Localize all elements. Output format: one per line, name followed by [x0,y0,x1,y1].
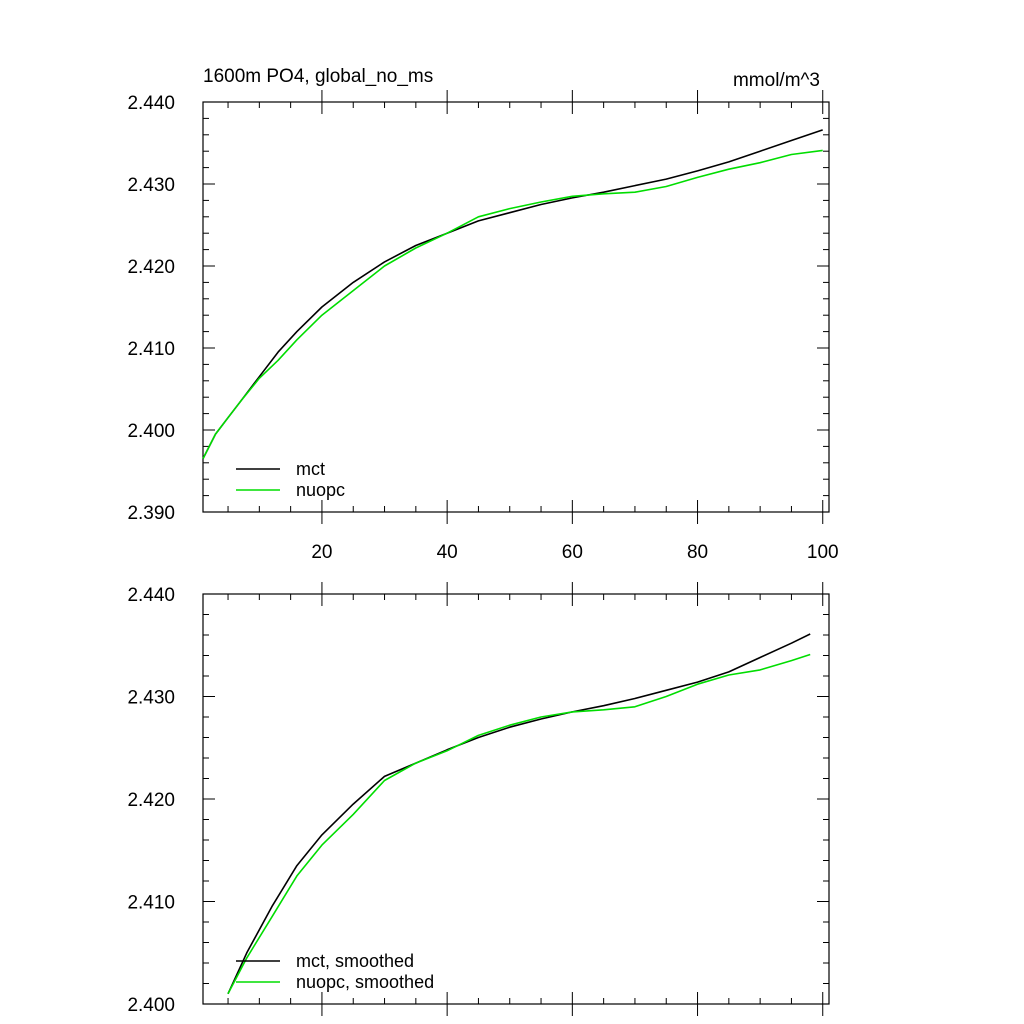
y-tick-label: 2.440 [127,585,175,606]
series-line-mct [202,129,823,460]
top-ticks: 2.390 2.400 2.410 2.420 2.430 2.440 20 40 60 80 10… [127,90,839,563]
x-tick-label: 20 [311,542,332,563]
y-tick-label: 2.420 [127,257,175,278]
series-line-mct [227,633,811,995]
series-line-nuopc [227,653,811,995]
legend-label: mct, smoothed [296,951,414,971]
top-series [202,129,823,460]
x-tick-label: 60 [562,542,583,563]
bottom-panel: 2.400 2.410 2.420 2.430 2.440 mct, smoothedn… [127,582,830,1016]
y-tick-label: 2.410 [127,893,175,914]
y-tick-label: 2.430 [127,175,175,196]
y-tick-label: 2.440 [127,93,175,114]
y-tick-label: 2.400 [127,995,175,1016]
legend-label: nuopc, smoothed [296,972,434,992]
x-tick-label: 80 [687,542,708,563]
y-tick-label: 2.410 [127,339,175,360]
y-tick-label: 2.430 [127,688,175,709]
series-line-nuopc [202,149,823,460]
x-tick-label: 40 [437,542,458,563]
bottom-ticks: 2.400 2.410 2.420 2.430 2.440 [127,582,829,1016]
chart-title: 1600m PO4, global_no_ms [203,66,433,87]
x-tick-label: 100 [807,542,839,563]
top-plot-frame [202,101,830,513]
bottom-plot-frame [202,593,830,1005]
legend-label: nuopc [296,480,345,500]
bottom-series [227,633,811,995]
legend-label: mct [296,459,325,479]
y-tick-label: 2.420 [127,790,175,811]
units-label: mmol/m^3 [733,70,820,91]
top-panel: 1600m PO4, global_no_ms mmol/m^3 2.3902.… [127,66,838,563]
y-tick-label: 2.390 [127,503,175,524]
y-tick-label: 2.400 [127,421,175,442]
